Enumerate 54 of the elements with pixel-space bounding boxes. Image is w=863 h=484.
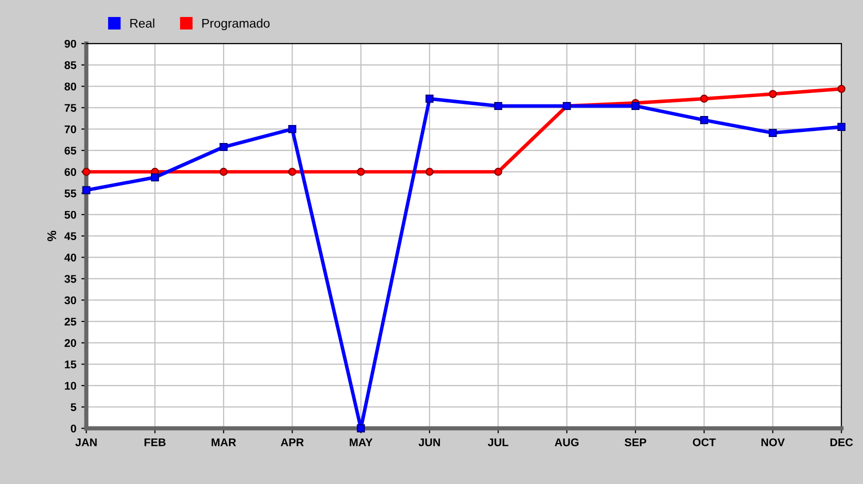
point <box>82 168 90 176</box>
x-tick-label: FEB <box>144 438 166 446</box>
point <box>426 168 434 176</box>
point <box>700 94 708 103</box>
y-tick-label: 15 <box>64 360 76 368</box>
x-tick-label: DEC <box>830 438 853 446</box>
y-tick-label: 5 <box>70 403 76 412</box>
x-tick-label: APR <box>280 438 304 446</box>
x-tick-label: SEP <box>624 438 646 446</box>
y-tick-label: 20 <box>64 339 76 347</box>
y-tick-label: 60 <box>64 168 76 176</box>
point <box>82 186 90 194</box>
y-tick-label: 45 <box>64 232 76 240</box>
y-tick-label: 65 <box>64 146 76 155</box>
x-tick-label: AUG <box>554 438 578 446</box>
y-tick-label: 0 <box>70 424 76 432</box>
point <box>150 173 159 182</box>
point <box>220 168 228 176</box>
y-tick-label: 85 <box>64 61 76 70</box>
y-tick-label: 10 <box>64 382 76 390</box>
point <box>356 424 365 432</box>
y-tick-label: 30 <box>64 296 76 304</box>
x-tick-label: NOV <box>761 438 785 446</box>
y-tick-label: 80 <box>64 82 76 90</box>
point <box>768 128 777 137</box>
y-tick-label: 50 <box>64 210 76 219</box>
point <box>768 90 777 98</box>
y-tick-label: 35 <box>64 274 76 283</box>
y-tick-label: 75 <box>64 104 76 112</box>
x-tick-label: JUN <box>418 438 440 446</box>
legend-label: Programado <box>202 18 270 30</box>
y-tick-label: 70 <box>64 125 76 134</box>
point <box>220 142 228 152</box>
x-tick-label: JUL <box>488 438 508 446</box>
x-tick-label: MAY <box>350 438 373 446</box>
point <box>426 94 434 103</box>
y-axis-title: % <box>47 230 56 242</box>
point <box>494 102 502 110</box>
point <box>494 168 502 176</box>
point <box>837 122 846 131</box>
x-tick-label: OCT <box>692 438 716 446</box>
y-tick-label: 90 <box>64 40 76 48</box>
x-tick-label: MAR <box>212 438 236 446</box>
point <box>837 84 846 93</box>
y-tick-label: 55 <box>64 190 76 198</box>
legend-label: Real <box>130 18 154 28</box>
point <box>288 125 296 134</box>
point <box>288 168 296 176</box>
point <box>700 116 708 124</box>
x-tick-label: JAN <box>75 438 97 446</box>
y-tick-label: 40 <box>64 254 76 262</box>
y-tick-label: 25 <box>64 318 76 326</box>
point <box>631 102 640 110</box>
point <box>356 168 365 176</box>
